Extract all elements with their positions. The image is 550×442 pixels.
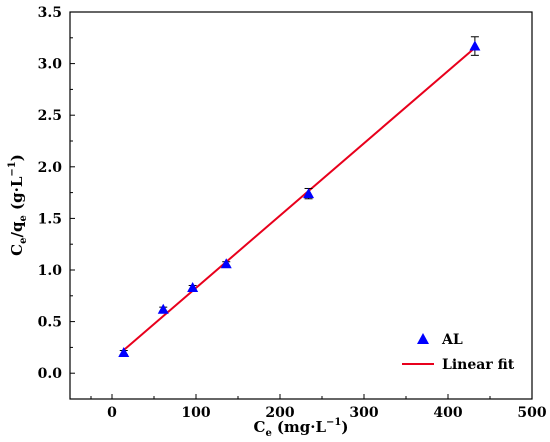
data-point (187, 282, 199, 293)
x-tick-label: 300 (349, 405, 378, 421)
y-axis-title-sub1: e (18, 238, 29, 244)
y-axis-title-main1: C (8, 244, 26, 256)
legend-label-linear-fit: Linear fit (442, 357, 515, 373)
y-axis-ticks: 0.0 0.5 1.0 1.5 2.0 2.5 3.0 3.5 (38, 5, 75, 382)
x-tick-label: 400 (433, 405, 462, 421)
data-point (303, 188, 315, 199)
x-tick-label: 100 (181, 405, 210, 421)
y-tick-label: 0.0 (38, 366, 63, 382)
y-axis-title-slash: /q (8, 221, 26, 237)
x-axis-title-sub: e (265, 428, 271, 439)
x-tick-label: 0 (107, 405, 117, 421)
y-tick-label: 1.5 (38, 211, 62, 227)
plot-frame (69, 11, 533, 400)
y-axis-title-sup: −1 (7, 161, 18, 176)
data-point (157, 303, 169, 314)
legend-label-al: AL (441, 332, 463, 348)
point-layer (118, 36, 481, 358)
x-axis-title-unit: (mg·L (277, 418, 327, 436)
x-axis-title: Ce (mg·L−1) (253, 417, 348, 439)
y-axis-title-unit: (g·L (8, 176, 26, 215)
x-axis-title-main: C (253, 418, 265, 436)
y-tick-label: 3.0 (38, 57, 63, 73)
y-tick-label: 3.5 (38, 5, 62, 21)
data-point (118, 347, 130, 358)
x-tick-label: 200 (265, 405, 294, 421)
y-tick-label: 2.5 (38, 108, 62, 124)
y-axis-title-close: ) (8, 154, 26, 161)
y-axis-title: Ce/qe (g·L−1) (7, 154, 29, 256)
x-axis-title-sup: −1 (326, 417, 341, 428)
fit-layer (121, 46, 477, 353)
data-point (220, 258, 232, 269)
x-axis-ticks: 0 100 200 300 400 500 (90, 394, 547, 421)
y-axis-title-sub2: e (18, 215, 29, 221)
linear-fit-line (121, 46, 477, 353)
y-tick-label: 1.0 (38, 263, 63, 279)
legend-marker-al (417, 333, 429, 344)
y-tick-label: 0.5 (38, 315, 62, 331)
data-point (469, 40, 481, 51)
x-axis-title-close: ) (341, 418, 348, 436)
y-tick-label: 2.0 (38, 160, 63, 176)
legend: AL Linear fit (402, 332, 515, 373)
x-tick-label: 500 (517, 405, 546, 421)
